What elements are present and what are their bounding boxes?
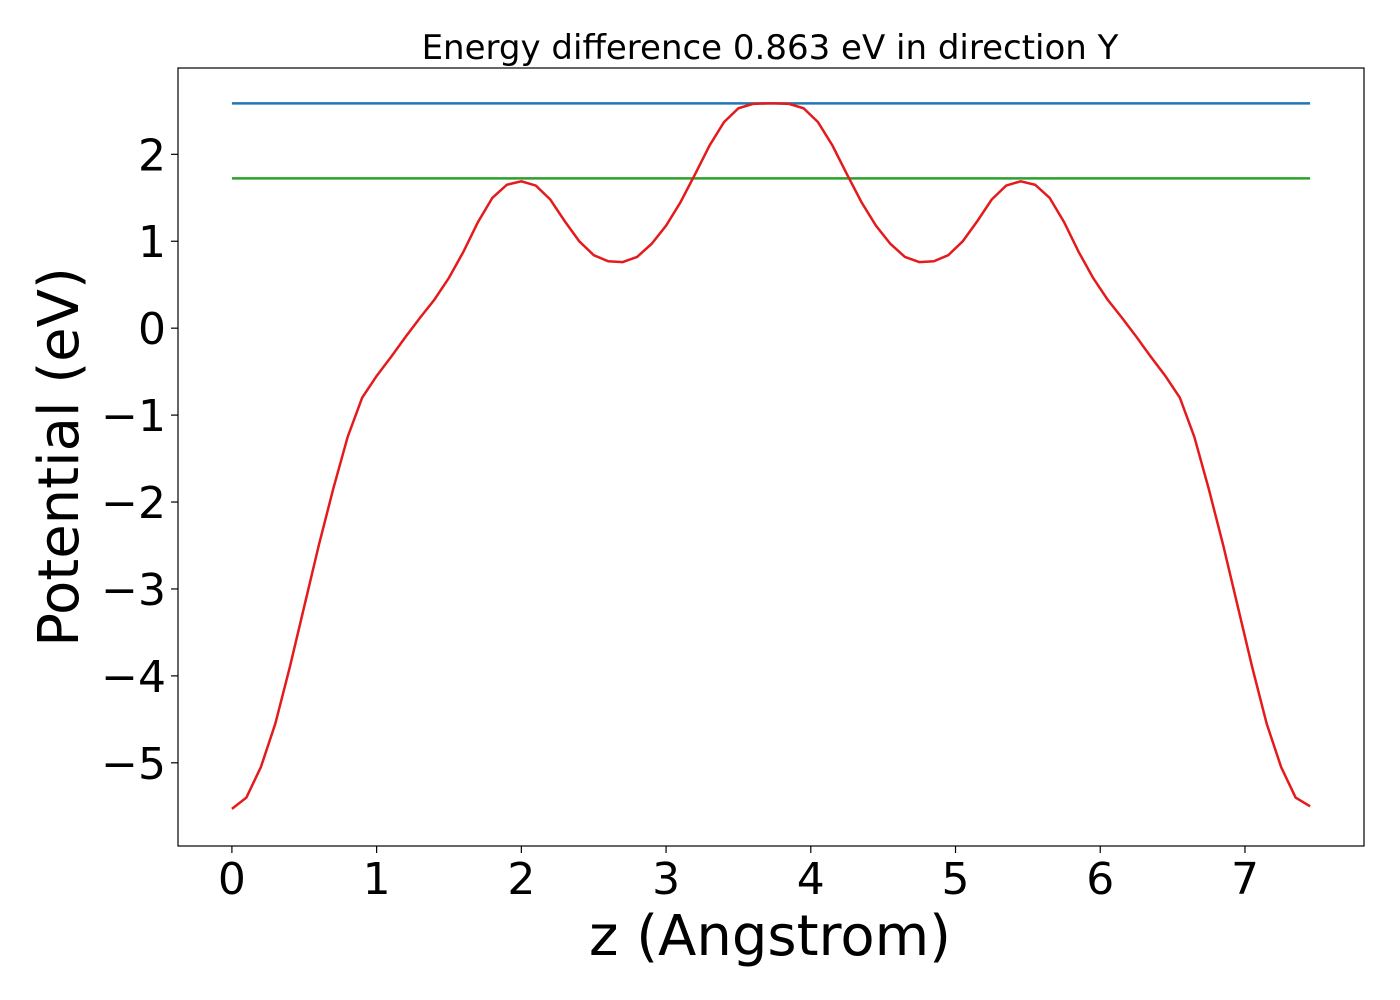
y-axis-label: Potential (eV) — [27, 267, 92, 647]
x-axis-label: z (Angstrom) — [589, 904, 951, 969]
y-tick-label: −1 — [101, 391, 166, 442]
data-line — [231, 102, 1311, 810]
x-tick-label: 5 — [942, 854, 970, 905]
chart-title: Energy difference 0.863 eV in direction … — [422, 28, 1119, 68]
y-tick-label: −2 — [101, 478, 166, 529]
y-tick-label: 1 — [138, 217, 166, 268]
x-tick-label: 3 — [652, 854, 680, 905]
x-tick-label: 1 — [363, 854, 391, 905]
x-tick-label: 0 — [218, 854, 246, 905]
y-tick-label: −3 — [101, 565, 166, 616]
x-tick-label: 7 — [1231, 854, 1259, 905]
x-tick-label: 2 — [507, 854, 535, 905]
y-tick-label: −5 — [101, 739, 166, 790]
plot-frame — [177, 67, 1365, 847]
y-tick-label: 0 — [138, 304, 166, 355]
x-tick-label: 6 — [1086, 854, 1114, 905]
y-tick-label: −4 — [101, 652, 166, 703]
x-tick-label: 4 — [797, 854, 825, 905]
y-tick-label: 2 — [138, 130, 166, 181]
